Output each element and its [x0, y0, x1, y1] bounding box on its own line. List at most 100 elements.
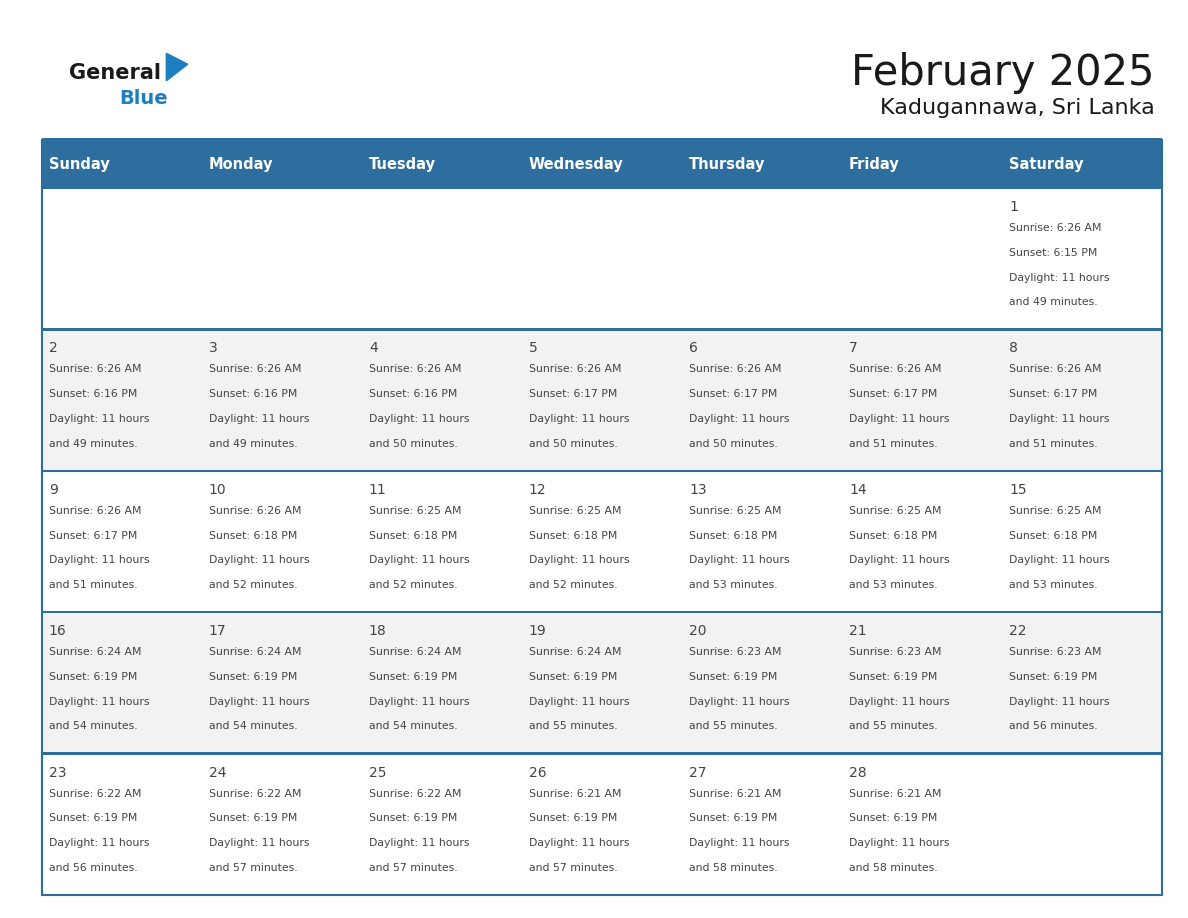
Bar: [202, 754, 361, 895]
Bar: [42, 187, 1162, 189]
Bar: [361, 140, 522, 188]
Text: and 54 minutes.: and 54 minutes.: [209, 722, 297, 732]
Text: Daylight: 11 hours: Daylight: 11 hours: [49, 697, 150, 707]
Text: and 50 minutes.: and 50 minutes.: [529, 439, 618, 449]
Text: and 51 minutes.: and 51 minutes.: [49, 580, 138, 590]
Bar: [682, 471, 842, 612]
Text: Sunrise: 6:26 AM: Sunrise: 6:26 AM: [1009, 364, 1101, 375]
Text: 3: 3: [209, 341, 217, 355]
Text: 9: 9: [49, 483, 58, 497]
Bar: [42, 471, 202, 612]
Text: Daylight: 11 hours: Daylight: 11 hours: [209, 838, 309, 848]
Text: and 54 minutes.: and 54 minutes.: [49, 722, 138, 732]
Text: Sunrise: 6:26 AM: Sunrise: 6:26 AM: [49, 506, 141, 516]
Text: and 53 minutes.: and 53 minutes.: [849, 580, 937, 590]
Text: Sunset: 6:16 PM: Sunset: 6:16 PM: [368, 389, 457, 399]
Text: 19: 19: [529, 624, 546, 638]
Bar: [202, 188, 361, 330]
Text: Daylight: 11 hours: Daylight: 11 hours: [368, 555, 469, 565]
Text: Daylight: 11 hours: Daylight: 11 hours: [1009, 697, 1110, 707]
Bar: [361, 612, 522, 754]
Text: Sunrise: 6:25 AM: Sunrise: 6:25 AM: [368, 506, 461, 516]
Text: and 51 minutes.: and 51 minutes.: [1009, 439, 1098, 449]
Text: Monday: Monday: [209, 157, 273, 172]
Text: 8: 8: [1009, 341, 1018, 355]
Text: Sunset: 6:19 PM: Sunset: 6:19 PM: [1009, 672, 1098, 682]
Text: Sunrise: 6:26 AM: Sunrise: 6:26 AM: [368, 364, 461, 375]
Bar: [42, 330, 202, 471]
Bar: [842, 754, 1001, 895]
Text: 1: 1: [1009, 200, 1018, 214]
Bar: [202, 140, 361, 188]
Text: Daylight: 11 hours: Daylight: 11 hours: [49, 838, 150, 848]
Text: Sunset: 6:19 PM: Sunset: 6:19 PM: [49, 672, 137, 682]
Text: Sunrise: 6:23 AM: Sunrise: 6:23 AM: [1009, 647, 1101, 657]
Text: Daylight: 11 hours: Daylight: 11 hours: [49, 414, 150, 424]
Text: 7: 7: [849, 341, 858, 355]
Bar: [202, 612, 361, 754]
Bar: [42, 140, 202, 188]
Text: Thursday: Thursday: [689, 157, 765, 172]
Text: 18: 18: [368, 624, 386, 638]
Text: and 55 minutes.: and 55 minutes.: [849, 722, 937, 732]
Text: 21: 21: [849, 624, 866, 638]
Bar: [1001, 140, 1162, 188]
Text: Blue: Blue: [119, 89, 168, 107]
Text: Daylight: 11 hours: Daylight: 11 hours: [368, 414, 469, 424]
Text: Sunrise: 6:26 AM: Sunrise: 6:26 AM: [209, 506, 302, 516]
Text: Sunset: 6:18 PM: Sunset: 6:18 PM: [689, 531, 777, 541]
Bar: [522, 140, 682, 188]
Text: Sunset: 6:17 PM: Sunset: 6:17 PM: [689, 389, 777, 399]
Text: Daylight: 11 hours: Daylight: 11 hours: [209, 555, 309, 565]
Text: and 57 minutes.: and 57 minutes.: [529, 863, 618, 873]
Bar: [682, 612, 842, 754]
Bar: [842, 612, 1001, 754]
Bar: [522, 188, 682, 330]
Text: and 49 minutes.: and 49 minutes.: [209, 439, 297, 449]
Bar: [361, 188, 522, 330]
Text: and 53 minutes.: and 53 minutes.: [689, 580, 778, 590]
Text: 24: 24: [209, 766, 227, 779]
Text: Sunset: 6:19 PM: Sunset: 6:19 PM: [368, 813, 457, 823]
Text: 6: 6: [689, 341, 697, 355]
Text: Kadugannawa, Sri Lanka: Kadugannawa, Sri Lanka: [880, 98, 1155, 118]
Text: Daylight: 11 hours: Daylight: 11 hours: [1009, 555, 1110, 565]
Text: Sunset: 6:15 PM: Sunset: 6:15 PM: [1009, 248, 1098, 258]
Text: Sunrise: 6:25 AM: Sunrise: 6:25 AM: [849, 506, 941, 516]
Bar: [42, 753, 1162, 755]
Bar: [842, 140, 1001, 188]
Text: Sunrise: 6:26 AM: Sunrise: 6:26 AM: [1009, 223, 1101, 233]
Bar: [42, 140, 1162, 895]
Text: Sunrise: 6:21 AM: Sunrise: 6:21 AM: [529, 789, 621, 799]
Bar: [1001, 612, 1162, 754]
Bar: [522, 471, 682, 612]
Text: Daylight: 11 hours: Daylight: 11 hours: [849, 697, 949, 707]
Text: Daylight: 11 hours: Daylight: 11 hours: [529, 697, 630, 707]
Text: Sunrise: 6:21 AM: Sunrise: 6:21 AM: [849, 789, 941, 799]
Text: Sunset: 6:19 PM: Sunset: 6:19 PM: [529, 813, 618, 823]
Text: Sunset: 6:19 PM: Sunset: 6:19 PM: [49, 813, 137, 823]
Bar: [1001, 188, 1162, 330]
Text: Sunrise: 6:25 AM: Sunrise: 6:25 AM: [529, 506, 621, 516]
Text: Daylight: 11 hours: Daylight: 11 hours: [1009, 414, 1110, 424]
Text: 20: 20: [689, 624, 707, 638]
Text: 22: 22: [1009, 624, 1026, 638]
Bar: [842, 188, 1001, 330]
Bar: [682, 188, 842, 330]
Text: Daylight: 11 hours: Daylight: 11 hours: [849, 838, 949, 848]
Bar: [42, 612, 202, 754]
Bar: [682, 140, 842, 188]
Text: and 49 minutes.: and 49 minutes.: [1009, 297, 1098, 308]
Text: Daylight: 11 hours: Daylight: 11 hours: [689, 697, 790, 707]
Text: Sunrise: 6:24 AM: Sunrise: 6:24 AM: [49, 647, 141, 657]
Text: Sunrise: 6:25 AM: Sunrise: 6:25 AM: [1009, 506, 1101, 516]
Text: and 58 minutes.: and 58 minutes.: [849, 863, 937, 873]
Text: 16: 16: [49, 624, 67, 638]
Text: 25: 25: [368, 766, 386, 779]
Text: Daylight: 11 hours: Daylight: 11 hours: [689, 555, 790, 565]
Text: and 56 minutes.: and 56 minutes.: [49, 863, 138, 873]
Text: and 52 minutes.: and 52 minutes.: [368, 580, 457, 590]
Text: 12: 12: [529, 483, 546, 497]
Bar: [42, 188, 202, 330]
Text: and 49 minutes.: and 49 minutes.: [49, 439, 138, 449]
